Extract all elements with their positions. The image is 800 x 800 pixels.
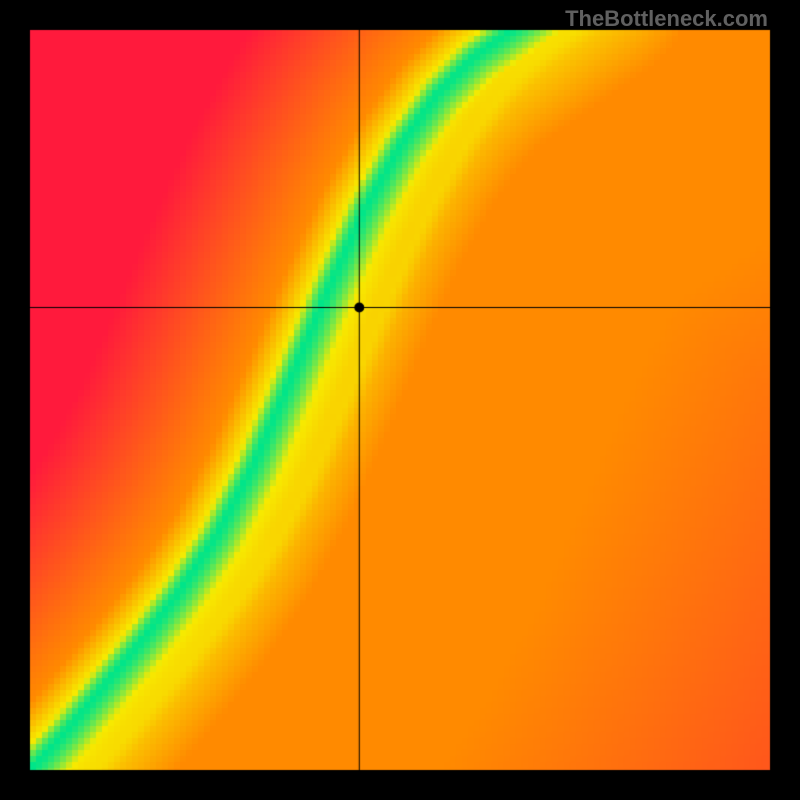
heatmap-canvas	[0, 0, 800, 800]
chart-container: TheBottleneck.com	[0, 0, 800, 800]
watermark-text: TheBottleneck.com	[565, 6, 768, 32]
